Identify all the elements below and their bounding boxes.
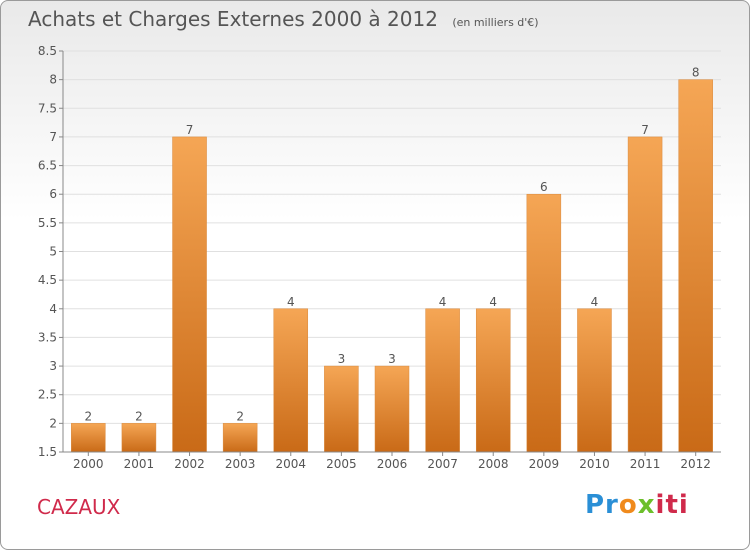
x-tick-label: 2004 (275, 457, 306, 471)
bar-2012 (678, 79, 713, 453)
place-name: CAZAUX (37, 495, 121, 519)
x-tick-label: 2001 (124, 457, 155, 471)
y-tick-label: 5 (49, 245, 57, 259)
y-tick-label: 2 (49, 416, 57, 430)
bar-2007 (425, 308, 460, 453)
x-tick-label: 2005 (326, 457, 357, 471)
data-label: 3 (388, 352, 396, 366)
logo-part-4: iti (655, 490, 689, 520)
chart-unit: (en milliers d'€) (452, 16, 539, 29)
x-tick-label: 2012 (680, 457, 711, 471)
bar-2005 (324, 365, 359, 453)
data-label: 3 (338, 352, 346, 366)
y-tick-label: 6 (49, 187, 57, 201)
data-label: 7 (186, 123, 194, 137)
y-tick-label: 3 (49, 359, 57, 373)
y-tick-label: 3.5 (38, 330, 57, 344)
bar-2008 (475, 308, 511, 453)
y-tick-label: 8 (49, 73, 57, 87)
y-tick-label: 1.5 (38, 445, 57, 459)
y-tick-label: 2.5 (38, 388, 57, 402)
x-tick-label: 2010 (579, 457, 610, 471)
chart-title-text: Achats et Charges Externes 2000 à 2012 (28, 7, 438, 31)
data-label: 6 (540, 180, 548, 194)
bar-2002 (172, 136, 207, 453)
data-label: 2 (135, 409, 143, 423)
data-label: 2 (84, 409, 92, 423)
bar-2004 (273, 308, 309, 453)
bar-2010 (577, 308, 612, 453)
x-tick-label: 2000 (73, 457, 104, 471)
y-tick-label: 6.5 (38, 159, 57, 173)
bar-2000 (71, 423, 106, 453)
y-tick-label: 4.5 (38, 273, 57, 287)
data-label: 4 (439, 295, 447, 309)
logo-part-1: Pr (585, 490, 619, 520)
y-tick-label: 8.5 (38, 44, 57, 58)
proxiti-logo: Proxiti (585, 490, 689, 520)
data-label: 4 (591, 295, 599, 309)
x-tick-label: 2006 (377, 457, 408, 471)
x-tick-label: 2008 (478, 457, 509, 471)
bar-2011 (627, 136, 663, 453)
data-label: 7 (641, 123, 649, 137)
logo-part-2: o (618, 490, 638, 520)
x-tick-label: 2011 (630, 457, 661, 471)
bar-2001 (121, 423, 157, 453)
chart-title: Achats et Charges Externes 2000 à 2012 (… (28, 7, 539, 31)
logo-part-3: x (637, 490, 656, 520)
x-tick-label: 2009 (529, 457, 560, 471)
bar-2003 (222, 423, 258, 453)
y-tick-label: 4 (49, 302, 57, 316)
y-tick-label: 5.5 (38, 216, 57, 230)
data-label: 4 (489, 295, 497, 309)
bar-2006 (374, 365, 410, 453)
y-tick-label: 7 (49, 130, 57, 144)
x-tick-label: 2002 (174, 457, 205, 471)
data-label: 4 (287, 295, 295, 309)
x-tick-label: 2007 (427, 457, 458, 471)
x-tick-label: 2003 (225, 457, 256, 471)
data-label: 2 (236, 409, 244, 423)
y-tick-label: 7.5 (38, 101, 57, 115)
data-label: 8 (692, 66, 700, 80)
bar-2009 (526, 193, 562, 453)
